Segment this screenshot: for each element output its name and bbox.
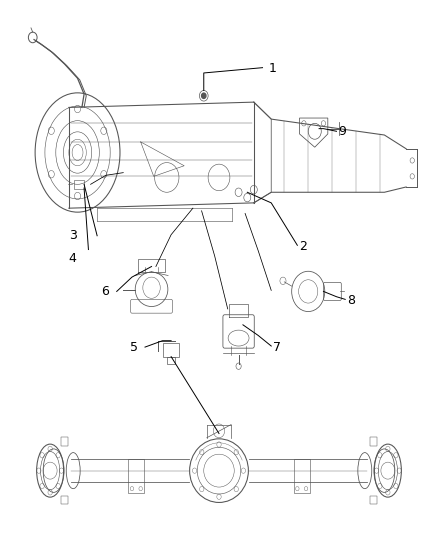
Bar — [61, 437, 68, 446]
Bar — [370, 437, 377, 446]
Circle shape — [201, 93, 206, 99]
Bar — [167, 357, 176, 364]
Bar — [74, 180, 84, 189]
Bar — [370, 496, 377, 504]
Text: 2: 2 — [300, 240, 307, 253]
Bar — [61, 496, 68, 504]
Text: 7: 7 — [273, 341, 281, 354]
Text: 4: 4 — [69, 252, 77, 265]
Text: 9: 9 — [339, 125, 346, 138]
Bar — [294, 459, 310, 493]
Text: 8: 8 — [347, 294, 355, 307]
Text: 3: 3 — [69, 229, 77, 242]
Text: 5: 5 — [130, 341, 138, 353]
Text: 1: 1 — [269, 62, 277, 75]
Text: 6: 6 — [102, 285, 110, 298]
Bar — [128, 459, 144, 493]
Bar — [163, 343, 179, 357]
